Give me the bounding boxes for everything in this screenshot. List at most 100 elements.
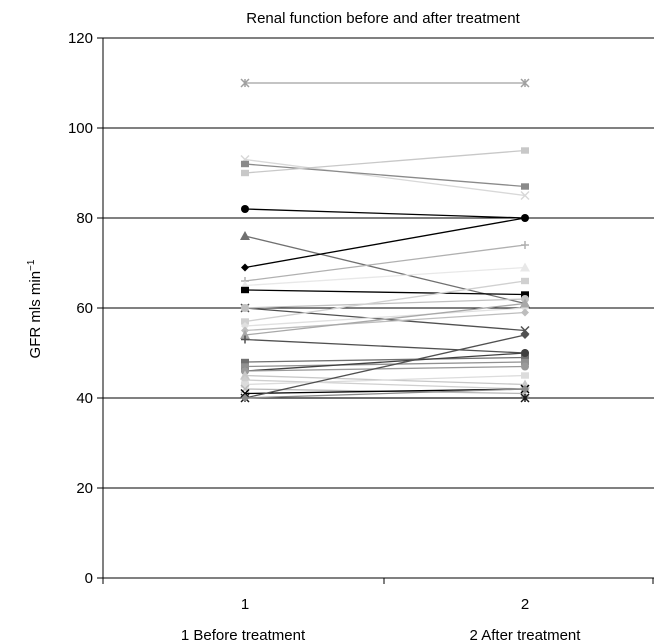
series-16-point-2	[520, 298, 530, 308]
y-axis-label-superscript: −1	[26, 259, 37, 271]
series-4-point-1	[241, 169, 249, 177]
series-2-point-2	[520, 190, 530, 201]
series-15-line	[244, 311, 526, 332]
y-tick-label-100: 100	[68, 120, 93, 137]
series-7-point-2	[521, 214, 529, 222]
series-1	[240, 78, 530, 88]
series-10-line	[244, 289, 526, 296]
series-14-line	[244, 307, 526, 327]
series-13-point-2	[521, 277, 529, 285]
series-18-line	[244, 356, 526, 363]
series-10	[241, 286, 529, 298]
series-3	[241, 160, 529, 190]
y-tick-label-80: 80	[76, 210, 93, 227]
series-4	[241, 147, 529, 177]
series-29	[241, 385, 529, 402]
series-15	[241, 308, 529, 335]
y-axis-label: GFR mls min−1	[26, 259, 44, 358]
series-10-point-1	[241, 286, 249, 294]
series-5	[241, 205, 529, 222]
series-9-point-2	[520, 262, 530, 272]
grid-layer	[103, 37, 654, 489]
series-7	[241, 214, 529, 272]
y-tick-label-60: 60	[76, 300, 93, 317]
series-1-point-1	[240, 78, 250, 88]
x-axis-note-before: 1 Before treatment	[181, 627, 306, 644]
series-13-line	[244, 280, 526, 323]
series-13	[241, 277, 529, 325]
series-12-point-1	[241, 304, 249, 312]
series-4-line	[244, 149, 526, 174]
series-27-line	[244, 334, 526, 399]
y-axis-label-main: GFR mls min	[27, 271, 44, 359]
x-axis-note-after: 2 After treatment	[470, 627, 582, 644]
series-29-point-2	[521, 385, 529, 393]
series-24-point-1	[241, 381, 249, 388]
y-tick-label-0: 0	[85, 570, 93, 587]
series-6-line	[244, 235, 526, 305]
series-18-point-2	[521, 354, 529, 361]
series-3-line	[244, 163, 526, 188]
x-tick-label-2: 2	[521, 596, 529, 613]
series-28	[240, 393, 530, 403]
series-7-line	[244, 217, 526, 269]
series-6-point-1	[240, 231, 250, 240]
y-tick-label-40: 40	[76, 390, 93, 407]
series-26	[240, 384, 530, 399]
series-10-point-2	[521, 291, 529, 298]
series-24-point-2	[521, 372, 529, 379]
series-8-line	[244, 244, 526, 282]
series-20-line	[244, 352, 526, 372]
series-16	[240, 298, 530, 339]
series-8-point-2	[521, 241, 529, 249]
series-27-point-2	[521, 331, 529, 339]
series-3-point-2	[521, 183, 529, 190]
series-2-line	[244, 158, 526, 197]
chart-title: Renal function before and after treatmen…	[246, 10, 520, 27]
x-tick-label-1: 1	[241, 596, 249, 613]
series-layer	[240, 78, 530, 403]
series-3-point-1	[241, 160, 249, 168]
series-15-point-2	[521, 308, 529, 317]
series-20-point-2	[521, 349, 529, 357]
series-26-line	[244, 388, 526, 395]
series-22-point-1	[240, 370, 250, 380]
series-16-point-1	[240, 330, 250, 339]
series-8	[241, 241, 529, 285]
series-19	[241, 358, 529, 370]
series-17-point-1	[241, 335, 249, 344]
series-9-line	[244, 266, 526, 287]
series-21-line	[244, 365, 526, 372]
series-18	[241, 354, 529, 366]
series-5-line	[244, 208, 526, 219]
series-21-point-2	[521, 362, 529, 371]
series-17-line	[244, 338, 526, 354]
series-24	[241, 372, 529, 388]
series-18-point-1	[241, 358, 249, 366]
axis-layer: 0 20 40 60 80 100 120 1 2	[68, 30, 654, 613]
series-7-point-1	[241, 263, 249, 272]
series-12	[241, 295, 529, 312]
series-24-line	[244, 374, 526, 386]
series-19-point-1	[241, 363, 249, 370]
series-19-line	[244, 361, 526, 368]
series-19-point-2	[521, 358, 529, 366]
series-29-line	[244, 388, 526, 399]
series-13-point-1	[241, 318, 249, 325]
y-tick-label-20: 20	[76, 480, 93, 497]
series-1-point-2	[520, 78, 530, 88]
series-29-point-1	[241, 394, 249, 402]
series-4-point-2	[521, 147, 529, 154]
series-16-line	[244, 302, 526, 336]
series-21	[241, 362, 529, 375]
y-tick-label-120: 120	[68, 30, 93, 47]
series-23-line	[244, 379, 526, 390]
series-28-point-2	[520, 393, 530, 403]
series-12-line	[244, 298, 526, 309]
series-14-point-1	[241, 322, 249, 330]
series-5-point-1	[241, 205, 249, 213]
series-17	[241, 335, 529, 357]
series-11-point-2	[520, 325, 530, 336]
